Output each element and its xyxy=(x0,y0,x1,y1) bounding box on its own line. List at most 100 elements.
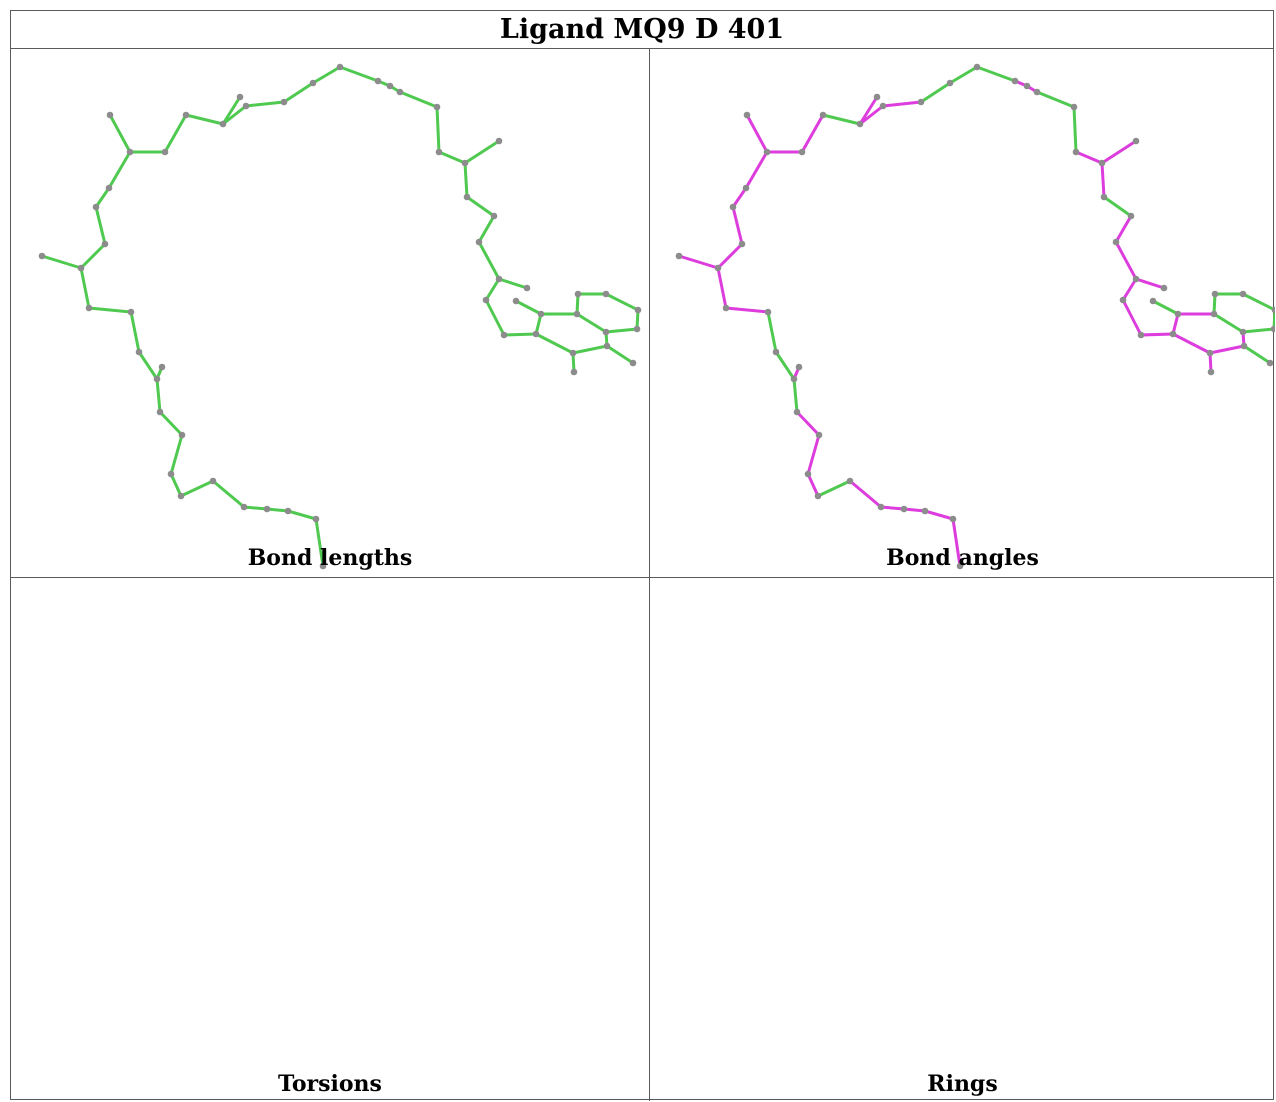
atom xyxy=(495,137,503,145)
bond xyxy=(1139,332,1175,337)
bond xyxy=(1114,214,1133,244)
atom xyxy=(396,88,404,96)
atom xyxy=(219,120,227,128)
atom xyxy=(463,193,471,201)
bond xyxy=(731,186,748,209)
atom xyxy=(629,359,637,367)
atom xyxy=(105,184,113,192)
molecule-rings xyxy=(650,578,1275,1101)
bond xyxy=(1121,298,1143,337)
atom xyxy=(242,102,250,110)
bond xyxy=(575,312,608,334)
bond xyxy=(858,95,879,126)
atom xyxy=(38,252,46,260)
atom xyxy=(512,297,520,305)
bond xyxy=(1212,312,1245,334)
bond xyxy=(40,254,83,270)
bond xyxy=(137,350,159,381)
atom xyxy=(523,284,531,292)
atom xyxy=(156,408,164,416)
caption-bond-angles: Bond angles xyxy=(886,545,1039,571)
bond xyxy=(795,410,821,437)
atom xyxy=(158,363,166,371)
atom xyxy=(846,477,854,485)
atom xyxy=(795,363,803,371)
atom xyxy=(1072,148,1080,156)
atom xyxy=(126,148,134,156)
panel-bond-lengths: Bond lengths xyxy=(11,49,649,577)
bond xyxy=(1134,277,1166,290)
atom xyxy=(433,103,441,111)
bond xyxy=(534,332,575,355)
atom xyxy=(574,290,582,298)
bond xyxy=(265,507,290,513)
atom xyxy=(742,184,750,192)
atom xyxy=(956,562,964,570)
atom xyxy=(182,111,190,119)
bond xyxy=(1242,344,1272,365)
bond-group xyxy=(677,65,1275,568)
atom-group xyxy=(38,63,642,570)
bond xyxy=(282,81,315,104)
bond xyxy=(87,306,133,314)
bond xyxy=(951,517,962,568)
bond xyxy=(179,479,215,498)
caption-rings: Rings xyxy=(927,1071,998,1097)
bond xyxy=(311,65,342,85)
bond xyxy=(534,312,543,336)
molecule-torsions xyxy=(11,578,649,1101)
atom xyxy=(921,507,929,515)
atom xyxy=(240,503,248,511)
atom xyxy=(603,342,611,350)
bond xyxy=(465,195,496,218)
atom xyxy=(946,79,954,87)
atom xyxy=(495,275,503,283)
atom xyxy=(1070,103,1078,111)
atom xyxy=(1270,325,1275,333)
bond xyxy=(774,350,796,381)
atom xyxy=(178,431,186,439)
atom xyxy=(879,102,887,110)
bond xyxy=(604,327,639,334)
bond xyxy=(242,505,269,511)
bond xyxy=(604,292,640,312)
bond xyxy=(184,113,225,126)
bond xyxy=(211,479,246,509)
bond xyxy=(724,306,770,314)
bond xyxy=(477,240,501,281)
bond xyxy=(463,161,469,199)
bond xyxy=(716,242,744,270)
atom xyxy=(177,492,185,500)
atom xyxy=(319,562,327,570)
atom xyxy=(106,111,114,119)
bond xyxy=(514,299,543,316)
atom xyxy=(949,515,957,523)
atom xyxy=(284,507,292,515)
bond xyxy=(1171,332,1212,355)
atom xyxy=(602,328,610,336)
atom xyxy=(1239,328,1247,336)
atom xyxy=(77,264,85,272)
bond xyxy=(881,100,923,108)
bond xyxy=(919,81,952,104)
atom xyxy=(856,120,864,128)
bond xyxy=(677,254,720,270)
bond xyxy=(948,65,979,85)
bond xyxy=(484,298,506,337)
bond xyxy=(107,150,132,190)
atom xyxy=(729,203,737,211)
atom xyxy=(738,240,746,248)
atom xyxy=(263,505,271,513)
atom xyxy=(153,375,161,383)
atom xyxy=(537,310,545,318)
atom xyxy=(1239,290,1247,298)
atom xyxy=(917,98,925,106)
bond xyxy=(314,517,325,568)
atom xyxy=(722,304,730,312)
atom xyxy=(790,375,798,383)
bond xyxy=(1212,292,1217,316)
bond xyxy=(716,266,728,310)
atom xyxy=(280,98,288,106)
atom xyxy=(634,306,642,314)
atom xyxy=(490,212,498,220)
